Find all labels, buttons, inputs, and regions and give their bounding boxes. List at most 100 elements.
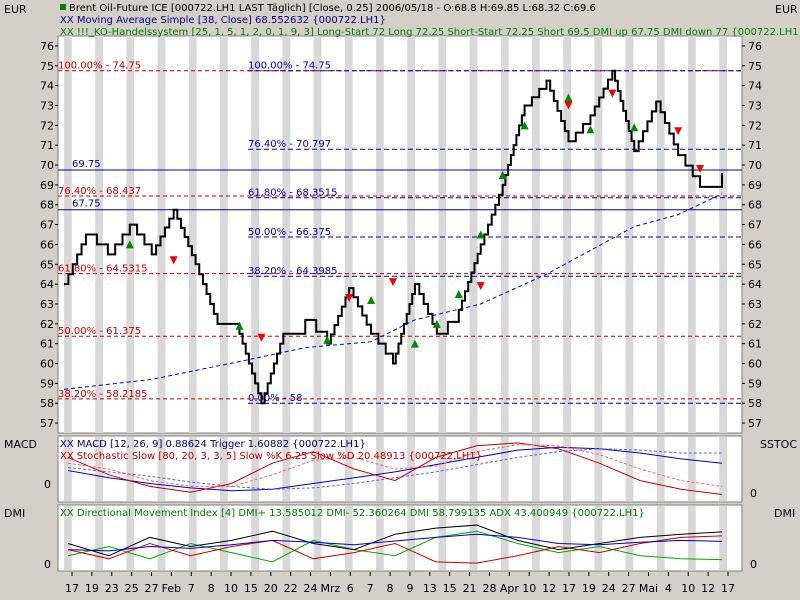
fib-level-label-mid: 50.00% - 66.375: [248, 227, 331, 238]
y-tick-label-right: 70: [748, 159, 762, 172]
fib-level-label-mid: 38.20% - 64.3985: [248, 266, 337, 277]
fib-level-label-left: 100.00% - 74.75: [58, 61, 141, 72]
y-tick-label-right: 74: [748, 80, 762, 93]
long-signal-triangle: [432, 319, 441, 328]
moving-average-legend: XX Moving Average Simple [38, Close] 68.…: [60, 15, 386, 26]
x-tick-label: 9: [406, 582, 413, 595]
y-tick-label-left: 73: [40, 99, 54, 112]
moving-average-line: [63, 193, 723, 390]
long-signal-triangle: [323, 335, 332, 344]
fibonacci-levels: 100.00% - 74.75 76.40% - 68.437 61.80% - 6…: [58, 61, 742, 404]
macd-zero-label: 0: [44, 478, 51, 491]
date-stripe: [376, 437, 384, 501]
y-tick-label-right: 59: [748, 377, 762, 390]
y-tick-label-left: 57: [40, 417, 54, 430]
fib-level-label-left: 61.80% - 64.5315: [58, 264, 147, 275]
price-renko-path: [64, 69, 723, 405]
date-stripe: [563, 437, 571, 501]
date-stripe: [469, 36, 478, 433]
y-tick-label-left: 70: [40, 159, 54, 172]
macd-series: [67, 442, 723, 496]
y-tick-label-left: 68: [40, 199, 54, 212]
date-stripe: [376, 36, 384, 433]
y-tick-label-left: 64: [40, 278, 54, 291]
x-tick-label: 27: [145, 582, 159, 595]
long-signal-triangle: [367, 296, 376, 305]
date-stripe: [532, 36, 540, 433]
y-tick-label-left: 59: [40, 377, 54, 390]
y-tick-label-right: 75: [748, 60, 762, 73]
x-tick-label: 7: [188, 582, 195, 595]
sstoc-zero-label: 0: [750, 487, 757, 500]
x-tick-label: 17: [65, 582, 79, 595]
short-signal-triangle: [476, 282, 485, 291]
fib-level-label-mid: 61.80% - 68.3515: [248, 188, 337, 199]
long-signal-triangle: [235, 321, 244, 330]
date-stripe: [688, 36, 696, 433]
date-stripe: [95, 437, 103, 501]
x-tick-label: 24: [304, 582, 318, 595]
y-axis-ticks: 57 57 58 58 59 59 60 60 61 61 62 62 63 63 64 64 65 65 66 66…: [40, 40, 762, 430]
date-stripe: [282, 36, 291, 433]
x-tick-label: 19: [582, 582, 596, 595]
y-tick-label-right: 68: [748, 199, 762, 212]
chart-title: Brent Oil-Future ICE [000722.LH1 LAST Tä…: [69, 3, 596, 14]
date-stripe: [220, 506, 228, 570]
date-stripe: [251, 36, 259, 433]
dmi-legend: XX Directional Movement Index [4] DMI+ 1…: [60, 508, 645, 519]
date-stripe: [563, 506, 571, 570]
date-stripe: [656, 506, 665, 570]
dmi-zero-label-right: 0: [750, 558, 757, 571]
date-stripe: [313, 437, 322, 501]
short-signal-triangle: [257, 333, 266, 342]
x-tick-label: 17: [721, 582, 735, 595]
date-stripe: [282, 506, 291, 570]
y-tick-label-right: 60: [748, 358, 762, 371]
date-stripe: [282, 437, 291, 501]
x-tick-label: 13: [423, 582, 437, 595]
date-stripe: [500, 437, 509, 501]
x-tick-label: 25: [125, 582, 139, 595]
x-tick-label: 8: [387, 582, 394, 595]
short-signal-triangle: [345, 294, 354, 303]
macd-legend: XX MACD [12, 26, 9] 0.88624 Trigger 1.60…: [60, 439, 366, 450]
y-tick-label-left: 74: [40, 80, 54, 93]
y-tick-label-left: 67: [40, 219, 54, 232]
date-stripe: [688, 506, 696, 570]
y-tick-label-right: 65: [748, 258, 762, 271]
date-stripe: [407, 36, 415, 433]
sstoc-panel-label: SSTOC: [760, 438, 797, 451]
x-tick-label: 15: [443, 582, 457, 595]
y-tick-label-left: 71: [40, 139, 54, 152]
y-tick-label-right: 76: [748, 40, 762, 53]
dmi-zero-label-left: 0: [44, 558, 51, 571]
support-line-label: 69.75: [72, 159, 101, 170]
long-signal-triangle: [410, 339, 419, 348]
macd-series-line: [67, 446, 723, 492]
x-tick-label: 23: [105, 582, 119, 595]
short-signal-triangle: [608, 89, 617, 98]
short-signal-triangle: [674, 127, 683, 136]
date-stripe: [656, 437, 665, 501]
date-stripe: [719, 506, 727, 570]
date-stripe: [532, 506, 540, 570]
date-stripe: [251, 506, 259, 570]
x-tick-label: 17: [562, 582, 576, 595]
dmi-series-line: [67, 524, 723, 557]
dmi-panel-label-right: DMI: [774, 507, 795, 520]
dmi-series-line: [67, 535, 723, 564]
support-line-label: 67.75: [72, 199, 101, 210]
x-tick-label: 7: [367, 582, 374, 595]
y-tick-label-left: 69: [40, 179, 54, 192]
x-tick-label: 10: [681, 582, 695, 595]
x-tick-label: 22: [284, 582, 298, 595]
date-stripe: [313, 36, 322, 433]
date-stripe: [376, 506, 384, 570]
fib-level-label-mid: 100.00% - 74.75: [248, 61, 331, 72]
short-signal-triangle: [696, 164, 705, 173]
short-signal-triangle: [389, 278, 397, 287]
x-tick-label: Mrz: [321, 582, 341, 595]
trade-signals: [125, 89, 705, 348]
short-signal-triangle: [169, 256, 178, 265]
